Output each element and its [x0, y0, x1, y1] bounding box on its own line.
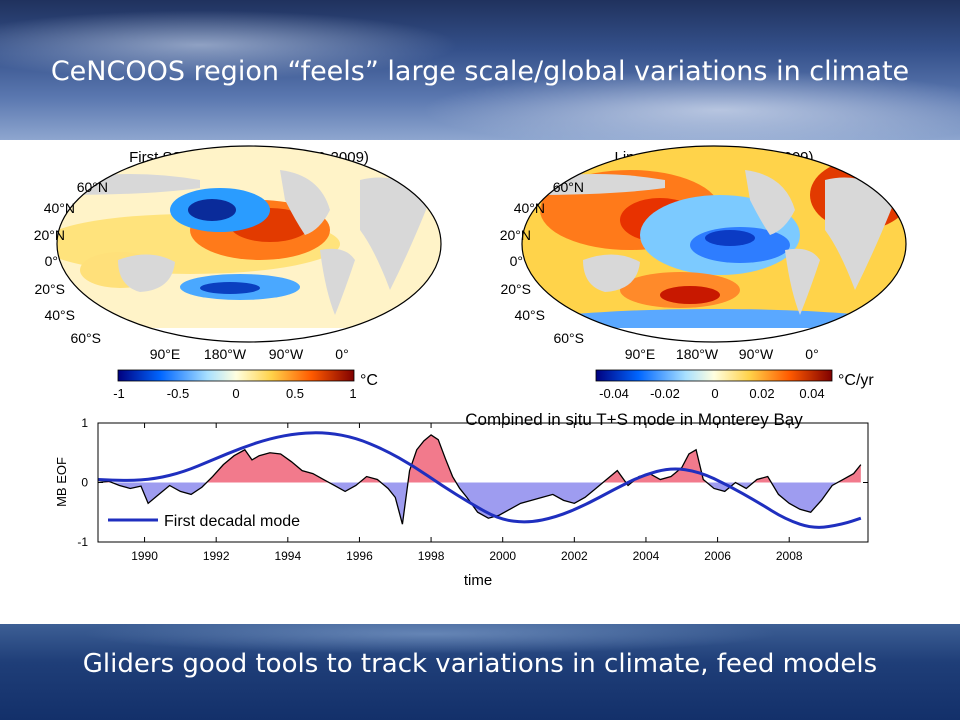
map2-colorbar-tick: 0.02 — [749, 386, 774, 401]
area-group — [98, 431, 862, 529]
header-background — [0, 0, 960, 140]
map2-lon-label: 180°W — [676, 346, 719, 362]
map2-lat-label: 20°N — [500, 227, 531, 243]
map1-lat-label: 60°N — [77, 179, 108, 195]
map2-lon-label: 90°E — [625, 346, 656, 362]
map1-lat-label: 20°S — [34, 281, 65, 297]
map2-lat-label: 40°N — [514, 200, 545, 216]
map2-lon-label: 90°W — [739, 346, 774, 362]
map2-lat-label: 0° — [510, 253, 523, 269]
figure-svg: First SST decadal EOF (1910-2009) 60°N 4… — [34, 145, 907, 589]
map2-lon-label: 0° — [805, 346, 818, 362]
map1-lon-label: 180°W — [204, 346, 247, 362]
x-tick-label: 1992 — [203, 549, 230, 563]
monterey-bay-chart: Combined in situ T+S mode in Monterey Ba… — [54, 410, 869, 589]
x-tick-label: 2002 — [561, 549, 588, 563]
chart-ylabel: MB EOF — [54, 457, 69, 507]
chart-title: Combined in situ T+S mode in Monterey Ba… — [465, 410, 803, 429]
x-tick-label: 2004 — [633, 549, 660, 563]
plot-area — [98, 431, 862, 529]
y-tick-label: 0 — [81, 476, 88, 490]
axis-layer: 1990 1992 1994 1996 1998 2000 2002 2004 2006 2008… — [77, 416, 869, 563]
sst-eof-map: First SST decadal EOF (1910-2009) 60°N 4… — [34, 145, 442, 401]
map1-colorbar-tick: 1 — [349, 386, 356, 401]
y-tick-label: 1 — [81, 416, 88, 430]
map1-lat-label: 0° — [45, 253, 58, 269]
map2-lat-label: 20°S — [500, 281, 531, 297]
negative-anomaly-area — [98, 482, 861, 525]
y-tick-label: -1 — [77, 535, 88, 549]
mb-eof-series-line — [98, 434, 862, 525]
slide-subtitle: Gliders good tools to track variations i… — [82, 649, 878, 679]
map2-lat-label: 40°S — [514, 307, 545, 323]
positive-anomaly-area — [98, 434, 861, 483]
map1-colorbar — [117, 369, 355, 382]
chart-xlabel: time — [464, 572, 492, 589]
sst-trend-map: Linear SST trend (1981-2009) 60°N 40°N 2… — [500, 145, 907, 401]
legend-label: First decadal mode — [164, 513, 300, 530]
map2-colorbar-tick: -0.02 — [650, 386, 680, 401]
slide-title: CeNCOOS region “feels” large scale/globa… — [50, 56, 910, 87]
chart-legend: First decadal mode — [108, 513, 300, 530]
map1-colorbar-unit: °C — [360, 372, 378, 389]
map2-colorbar-tick: 0 — [711, 386, 718, 401]
map2-colorbar-tick: 0.04 — [799, 386, 824, 401]
figure-panel: First SST decadal EOF (1910-2009) 60°N 4… — [0, 140, 960, 624]
map1-colorbar-tick: 0.5 — [286, 386, 304, 401]
map2-lat-label: 60°N — [553, 179, 584, 195]
map1-colorbar-tick: 0 — [232, 386, 239, 401]
map2-colorbar-unit: °C/yr — [838, 372, 874, 389]
x-tick-label: 2000 — [489, 549, 516, 563]
map1-lat-label: 40°S — [44, 307, 75, 323]
map1-colorbar-tick: -0.5 — [167, 386, 189, 401]
map1-lon-label: 90°W — [269, 346, 304, 362]
x-tick-label: 1998 — [418, 549, 445, 563]
map2-lat-label: 60°S — [553, 330, 584, 346]
map1-colorbar-tick: -1 — [113, 386, 125, 401]
map1-lat-label: 40°N — [44, 200, 75, 216]
map1-lat-label: 20°N — [34, 227, 65, 243]
x-tick-label: 2008 — [776, 549, 803, 563]
decadal-mode-line — [98, 431, 862, 529]
x-tick-label: 1994 — [274, 549, 301, 563]
map2-colorbar — [595, 369, 833, 382]
map1-lon-label: 90°E — [150, 346, 181, 362]
map1-lat-label: 60°S — [70, 330, 101, 346]
footer-background — [0, 624, 960, 720]
x-tick-label: 1990 — [131, 549, 158, 563]
x-tick-label: 2006 — [704, 549, 731, 563]
map2-colorbar-tick: -0.04 — [599, 386, 629, 401]
x-tick-label: 1996 — [346, 549, 373, 563]
map1-lon-label: 0° — [335, 346, 348, 362]
